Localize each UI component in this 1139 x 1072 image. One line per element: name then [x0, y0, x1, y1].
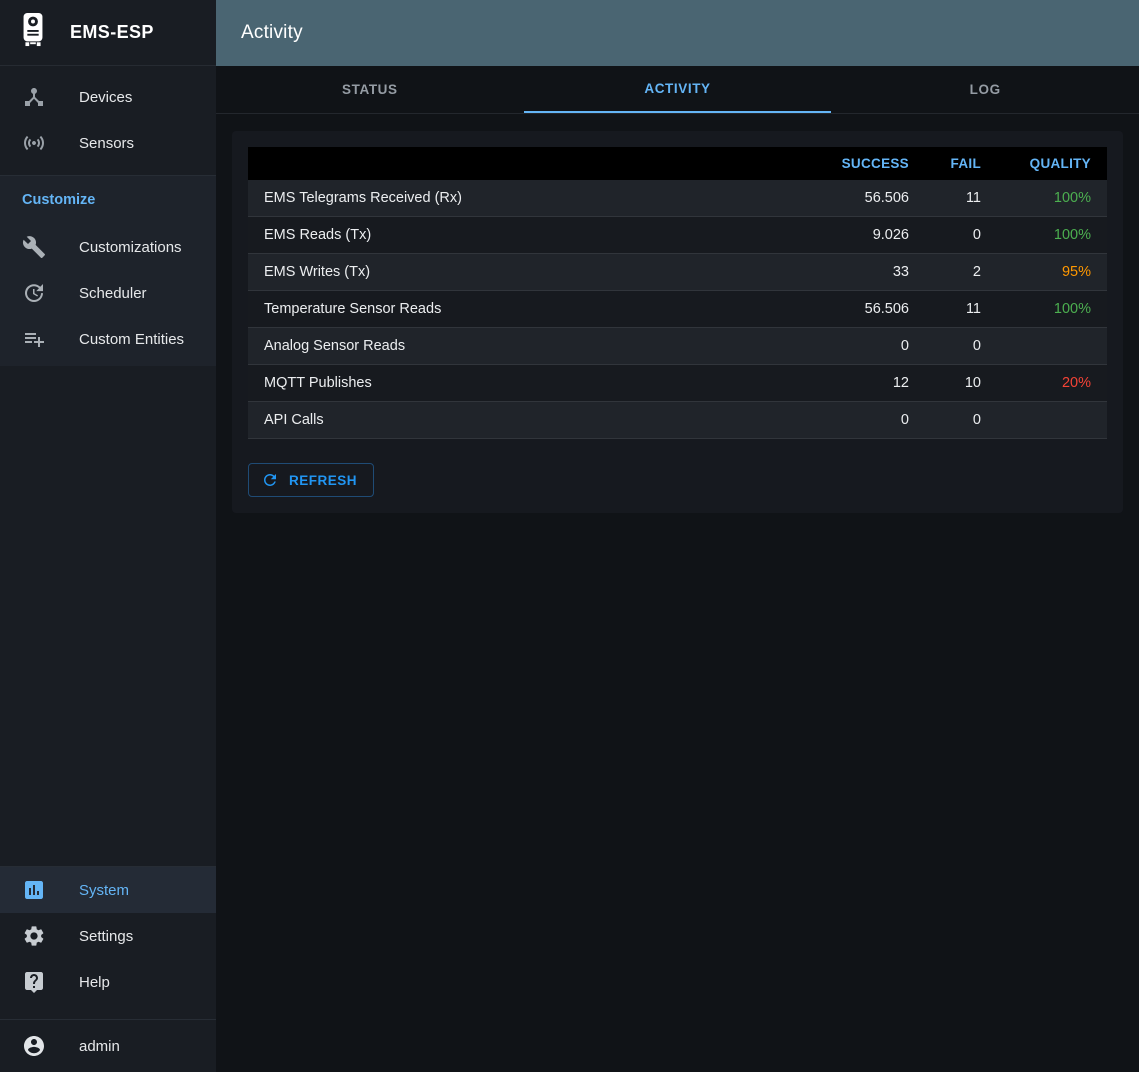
tab-activity[interactable]: ACTIVITY	[523, 66, 832, 113]
metric-quality	[997, 327, 1107, 365]
metric-quality: 100%	[997, 290, 1107, 328]
playlist-add-icon	[22, 327, 46, 351]
column-header-name	[248, 147, 805, 180]
metric-name: EMS Reads (Tx)	[248, 216, 805, 254]
device-hub-icon	[22, 85, 46, 109]
activity-card: SUCCESS FAIL QUALITY EMS Telegrams Recei…	[232, 131, 1123, 513]
table-row: EMS Writes (Tx) 33 2 95%	[248, 253, 1107, 291]
sidebar-item-label: Settings	[79, 927, 134, 945]
refresh-icon	[261, 471, 279, 489]
sidebar-nav: Devices Sensors Customize Customizations	[0, 66, 216, 366]
table-row: Analog Sensor Reads 0 0	[248, 327, 1107, 365]
column-header-success: SUCCESS	[805, 147, 925, 180]
metric-fail: 2	[925, 253, 997, 291]
sensors-icon	[22, 131, 46, 155]
user-label: admin	[79, 1037, 120, 1055]
metric-name: MQTT Publishes	[248, 364, 805, 402]
metric-success: 33	[805, 253, 925, 291]
sidebar-item-customizations[interactable]: Customizations	[0, 224, 216, 270]
sidebar-bottom-group: System Settings Help	[0, 866, 216, 1019]
metric-quality: 100%	[997, 180, 1107, 217]
sidebar-item-sensors[interactable]: Sensors	[0, 120, 216, 166]
metric-success: 56.506	[805, 180, 925, 217]
tab-bar: STATUS ACTIVITY LOG	[216, 66, 1139, 114]
metric-quality	[997, 401, 1107, 439]
help-icon	[22, 970, 46, 994]
account-icon	[22, 1034, 46, 1058]
table-row: API Calls 0 0	[248, 401, 1107, 439]
sidebar-item-scheduler[interactable]: Scheduler	[0, 270, 216, 316]
metric-fail: 11	[925, 290, 997, 328]
sidebar-item-help[interactable]: Help	[0, 959, 216, 1005]
app-bar: Activity	[216, 0, 1139, 66]
column-header-quality: QUALITY	[997, 147, 1107, 180]
tab-log[interactable]: LOG	[969, 82, 1001, 97]
metric-success: 9.026	[805, 216, 925, 254]
gear-icon	[22, 924, 46, 948]
app-title: EMS-ESP	[70, 22, 154, 42]
metric-name: Temperature Sensor Reads	[248, 290, 805, 328]
metric-fail: 0	[925, 401, 997, 439]
sidebar-item-label: Scheduler	[79, 284, 147, 302]
sidebar-section-customize: Customize Customizations Scheduler	[0, 175, 216, 366]
table-row: MQTT Publishes 12 10 20%	[248, 364, 1107, 402]
sidebar-spacer	[0, 366, 216, 866]
sidebar-item-label: Devices	[79, 88, 133, 106]
metric-success: 0	[805, 401, 925, 439]
metric-quality: 95%	[997, 253, 1107, 291]
sidebar-item-admin[interactable]: admin	[0, 1020, 216, 1072]
table-row: EMS Telegrams Received (Rx) 56.506 11 10…	[248, 180, 1107, 217]
table-row: Temperature Sensor Reads 56.506 11 100%	[248, 290, 1107, 328]
metric-fail: 10	[925, 364, 997, 402]
sidebar-item-devices[interactable]: Devices	[0, 74, 216, 120]
column-header-fail: FAIL	[925, 147, 997, 180]
page-title: Activity	[241, 22, 303, 43]
metric-name: EMS Writes (Tx)	[248, 253, 805, 291]
ems-esp-logo-icon	[16, 10, 50, 55]
activity-table: SUCCESS FAIL QUALITY EMS Telegrams Recei…	[248, 147, 1107, 439]
sidebar-item-label: Sensors	[79, 134, 135, 152]
metric-quality: 20%	[997, 364, 1107, 402]
sidebar-section-header-customize[interactable]: Customize	[22, 192, 96, 208]
table-header-row: SUCCESS FAIL QUALITY	[248, 147, 1107, 180]
main-area: Activity STATUS ACTIVITY LOG SUCCESS FAI…	[216, 0, 1139, 1072]
system-chart-icon	[22, 878, 46, 902]
table-row: EMS Reads (Tx) 9.026 0 100%	[248, 216, 1107, 254]
tools-icon	[22, 235, 46, 259]
metric-name: EMS Telegrams Received (Rx)	[248, 180, 805, 217]
refresh-button-label: REFRESH	[289, 472, 358, 488]
metric-quality: 100%	[997, 216, 1107, 254]
metric-name: API Calls	[248, 401, 805, 439]
metric-success: 56.506	[805, 290, 925, 328]
sidebar-item-label: System	[79, 881, 130, 899]
metric-fail: 11	[925, 180, 997, 217]
metric-name: Analog Sensor Reads	[248, 327, 805, 365]
sidebar-item-system[interactable]: System	[0, 867, 216, 913]
sidebar: EMS-ESP Devices Sensors Customize	[0, 0, 216, 1072]
metric-fail: 0	[925, 327, 997, 365]
sidebar-item-custom-entities[interactable]: Custom Entities	[0, 316, 216, 362]
metric-success: 0	[805, 327, 925, 365]
refresh-button[interactable]: REFRESH	[248, 463, 375, 497]
sidebar-item-label: Custom Entities	[79, 330, 185, 348]
scheduler-icon	[22, 281, 46, 305]
metric-fail: 0	[925, 216, 997, 254]
metric-success: 12	[805, 364, 925, 402]
sidebar-item-label: Help	[79, 973, 110, 991]
sidebar-item-settings[interactable]: Settings	[0, 913, 216, 959]
sidebar-item-label: Customizations	[79, 238, 182, 256]
sidebar-header: EMS-ESP	[0, 0, 216, 66]
sidebar-user-group: admin	[0, 1019, 216, 1072]
tab-status[interactable]: STATUS	[342, 82, 398, 97]
